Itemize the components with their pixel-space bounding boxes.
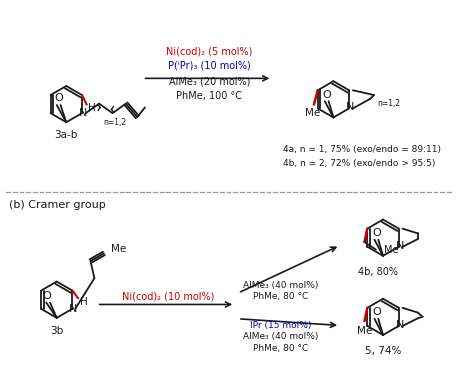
Text: 5, 74%: 5, 74% <box>365 346 401 356</box>
Text: 3b: 3b <box>50 326 64 336</box>
Text: O: O <box>372 307 381 317</box>
Text: N: N <box>69 304 78 314</box>
Text: N: N <box>346 102 354 113</box>
Text: 3a-b: 3a-b <box>55 130 78 139</box>
Text: n=1,2: n=1,2 <box>103 118 126 127</box>
Text: AlMe₃ (20 mol%): AlMe₃ (20 mol%) <box>169 76 250 86</box>
Text: Me: Me <box>383 244 398 255</box>
Text: Me: Me <box>305 108 320 118</box>
Text: PhMe, 80 °C: PhMe, 80 °C <box>253 344 309 353</box>
Text: H: H <box>80 297 88 307</box>
Text: N: N <box>395 320 404 330</box>
Text: PhMe, 100 °C: PhMe, 100 °C <box>176 91 242 100</box>
Text: Ni(cod)₂ (5 mol%): Ni(cod)₂ (5 mol%) <box>166 47 253 56</box>
Text: n=1,2: n=1,2 <box>378 99 401 108</box>
Text: 4b, n = 2, 72% (exo/endo > 95:5): 4b, n = 2, 72% (exo/endo > 95:5) <box>283 159 435 168</box>
Text: O: O <box>54 93 63 103</box>
Text: 4b, 80%: 4b, 80% <box>358 267 398 277</box>
Text: Me: Me <box>110 244 126 254</box>
Text: N: N <box>79 108 87 118</box>
Text: AlMe₃ (40 mol%): AlMe₃ (40 mol%) <box>243 332 319 341</box>
Text: O: O <box>43 291 52 301</box>
Text: 4a, n = 1, 75% (exo/endo = 89:11): 4a, n = 1, 75% (exo/endo = 89:11) <box>283 146 441 154</box>
Text: O: O <box>322 89 331 100</box>
Text: N: N <box>395 241 404 251</box>
Text: AlMe₃ (40 mol%): AlMe₃ (40 mol%) <box>243 281 319 290</box>
Text: Me: Me <box>357 326 372 336</box>
Text: Ni(cod)₂ (10 mol%): Ni(cod)₂ (10 mol%) <box>122 292 215 302</box>
Text: IPr (15 mol%): IPr (15 mol%) <box>250 321 311 330</box>
Text: (b) Cramer group: (b) Cramer group <box>9 200 106 210</box>
Text: H: H <box>88 103 95 113</box>
Text: O: O <box>372 228 381 238</box>
Text: PhMe, 80 °C: PhMe, 80 °C <box>253 292 309 301</box>
Text: P(ⁱPr)₃ (10 mol%): P(ⁱPr)₃ (10 mol%) <box>168 61 251 71</box>
